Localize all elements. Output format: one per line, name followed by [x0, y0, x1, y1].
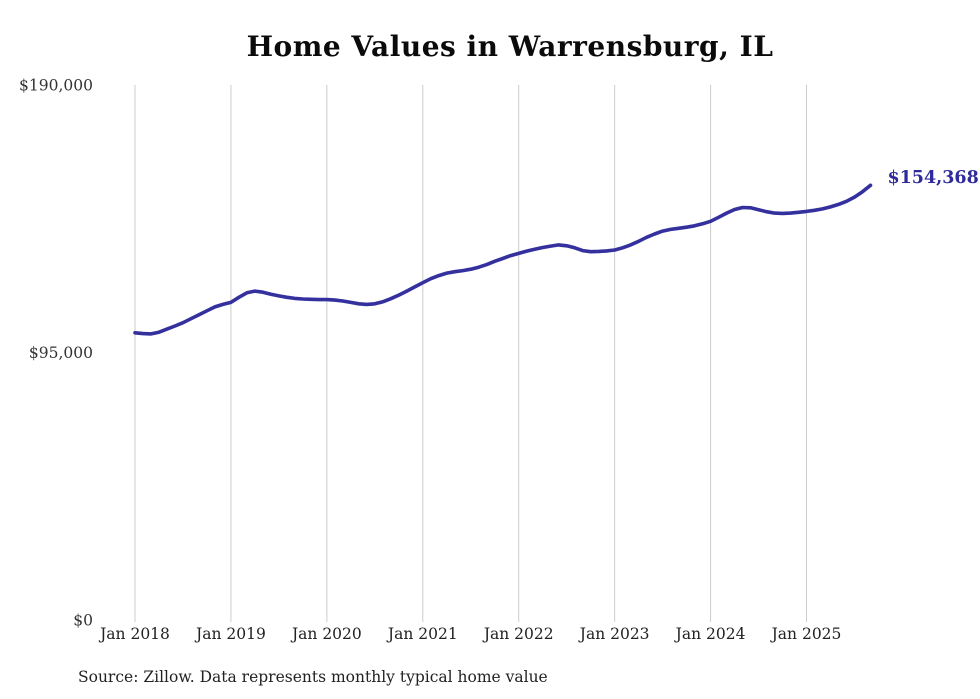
source-note: Source: Zillow. Data represents monthly …: [78, 668, 548, 686]
x-tick-label: Jan 2021: [386, 625, 458, 643]
x-tick-label: Jan 2022: [482, 625, 554, 643]
y-axis-tick-labels: $0 $95,000 $190,000: [19, 77, 93, 630]
x-axis-tick-labels: Jan 2018 Jan 2019 Jan 2020 Jan 2021 Jan 2022…: [98, 625, 841, 643]
x-tick-label: Jan 2024: [674, 625, 746, 643]
y-tick-label: $0: [73, 612, 93, 630]
x-tick-label: Jan 2025: [770, 625, 842, 643]
chart-title: Home Values in Warrensburg, IL: [246, 30, 774, 63]
home-value-line-series: [133, 183, 873, 336]
x-tick-label: Jan 2020: [290, 625, 362, 643]
y-tick-label: $190,000: [19, 77, 93, 95]
vertical-gridlines: [134, 85, 808, 622]
y-tick-label: $95,000: [29, 344, 93, 362]
latest-value-label: $154,368: [887, 168, 979, 189]
x-tick-label: Jan 2019: [194, 625, 266, 643]
x-tick-label: Jan 2018: [98, 625, 170, 643]
x-tick-label: Jan 2023: [578, 625, 650, 643]
